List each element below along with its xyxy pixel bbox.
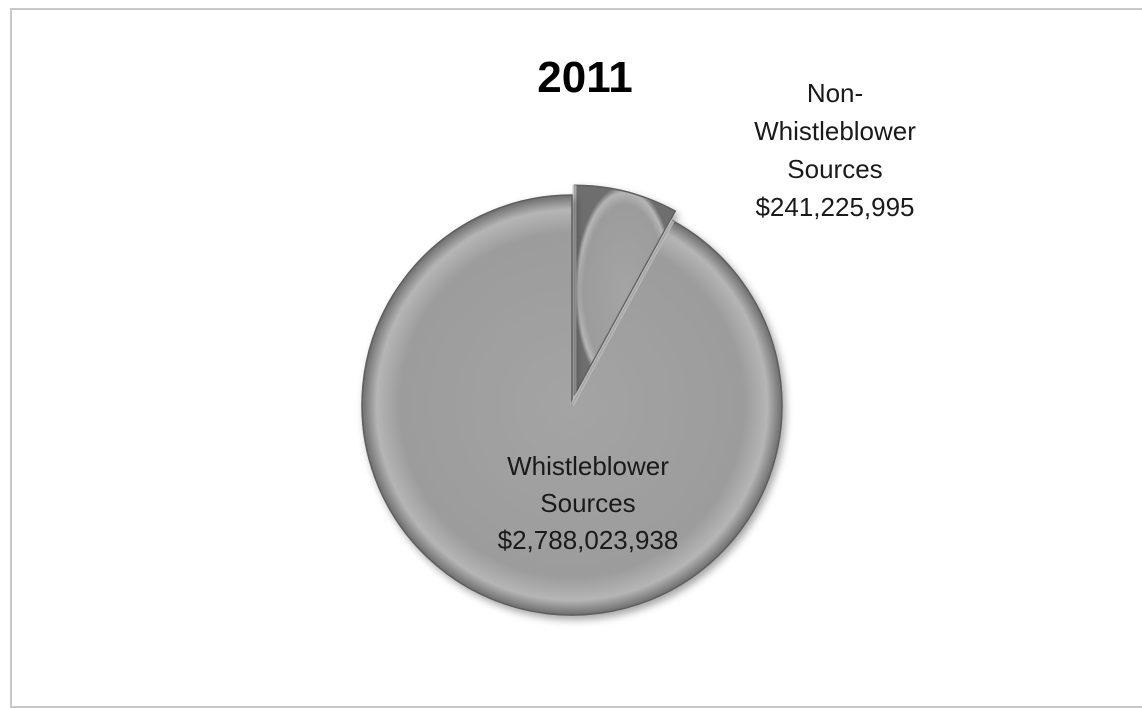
data-label-line: Whistleblower <box>754 116 916 146</box>
pie-slices <box>361 184 783 616</box>
data-label-line: Sources <box>540 488 635 518</box>
data-label-line: Whistleblower <box>507 451 669 481</box>
pie-slice-non-whistleblower-sources <box>573 184 677 396</box>
data-label-line: $2,788,023,938 <box>498 525 679 555</box>
pie-slice-bevel <box>570 219 675 406</box>
pie-chart: 2011 Non- Whistleblower Sources $241,225,99… <box>361 53 917 616</box>
data-labels: Non- Whistleblower Sources $241,225,995 Whis… <box>498 78 917 555</box>
data-label-line: $241,225,995 <box>755 192 914 222</box>
data-label-non-whistleblower-sources: Non- Whistleblower Sources $241,225,995 <box>754 78 916 222</box>
data-label-whistleblower-sources: Whistleblower Sources $2,788,023,938 <box>498 451 679 555</box>
data-label-line: Non- <box>807 78 863 108</box>
data-label-line: Sources <box>787 154 882 184</box>
chart-title: 2011 <box>537 53 632 102</box>
